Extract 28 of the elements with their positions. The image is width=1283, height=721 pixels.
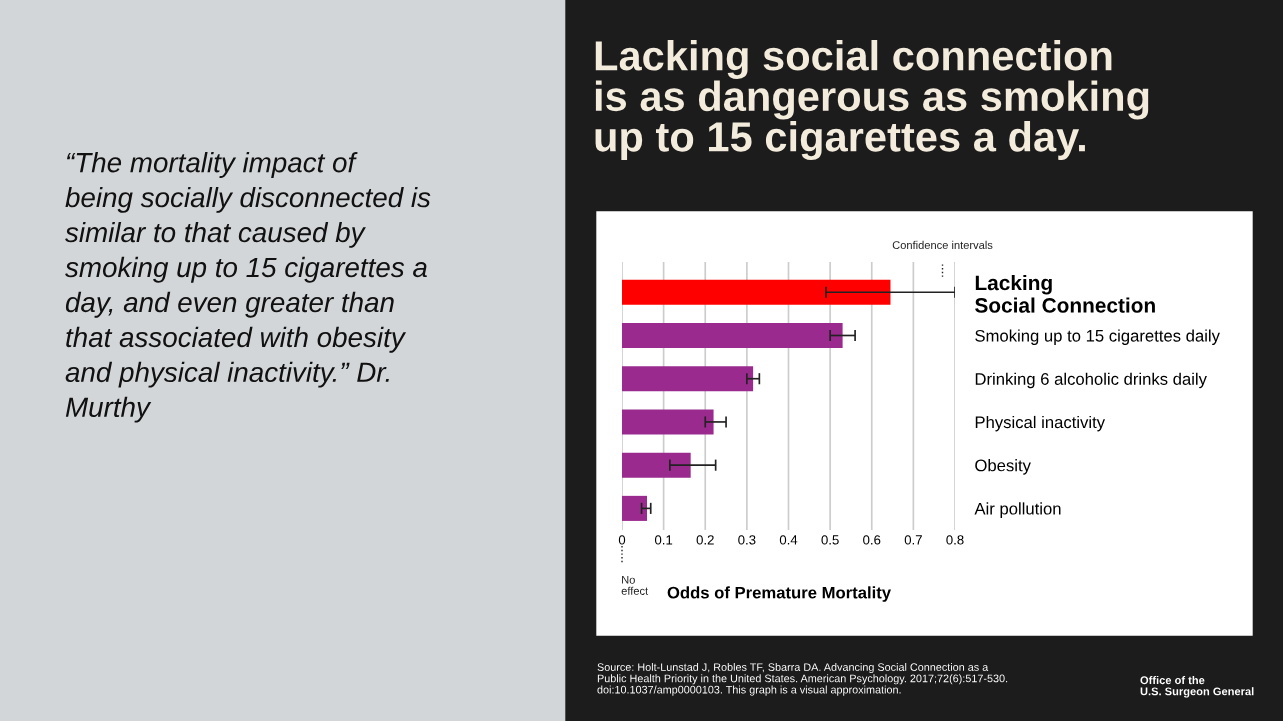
x-tick-label: 0.3 bbox=[738, 535, 756, 545]
x-tick-label: 0.7 bbox=[904, 535, 922, 545]
x-tick-label: 0.8 bbox=[946, 535, 964, 545]
y-tick-label: Smoking up to 15 cigarettes daily bbox=[975, 329, 1220, 345]
text: “The mortality impact of being socially disconnected is similar to that caused by smoking up to 15 cigarettes a day, and even greater than that associated with obesity and physical inactivity.” Dr. Murthy bbox=[65, 152, 431, 423]
y-tick-label: Obesity bbox=[975, 459, 1031, 475]
chart-title: Lacking social connection is as dangerous as smoking up to 15 cigarettes a day. bbox=[595, 40, 1149, 161]
y-tick-label: Air pollution bbox=[974, 502, 1061, 518]
x-tick-label: 0.6 bbox=[863, 535, 881, 545]
source-note: Source: Holt-Lunstad J, Robles TF, Sbarra DA. Advancing Social Connection as a Public Health Priority in the United States. American Psychology. 2017;72(6):517-530. doi:10.1037/amp0000103. This graph is a visual approximation. bbox=[597, 663, 1008, 696]
bar bbox=[622, 409, 714, 435]
text: No effect bbox=[621, 575, 649, 595]
text: Confidence intervals bbox=[892, 240, 993, 249]
bar bbox=[622, 279, 891, 305]
x-tick-label: 0.4 bbox=[779, 535, 798, 545]
y-tick-label: Physical inactivity bbox=[975, 415, 1106, 432]
bar bbox=[622, 495, 647, 521]
x-tick-label: 0.5 bbox=[821, 535, 839, 545]
text: Office of the U.S. Surgeon General bbox=[1140, 676, 1254, 698]
x-tick-label: 0.1 bbox=[654, 535, 673, 545]
x-tick-label: 0 bbox=[618, 535, 626, 545]
bar bbox=[622, 366, 754, 392]
y-tick-label: Drinking 6 alcoholic drinks daily bbox=[975, 372, 1207, 389]
bar bbox=[622, 452, 691, 478]
bar bbox=[622, 322, 843, 349]
x-tick-label: 0.2 bbox=[696, 535, 714, 545]
x-axis-title: Odds of Premature Mortality bbox=[667, 586, 891, 602]
y-tick-label: Lacking Social Connection bbox=[975, 274, 1155, 313]
